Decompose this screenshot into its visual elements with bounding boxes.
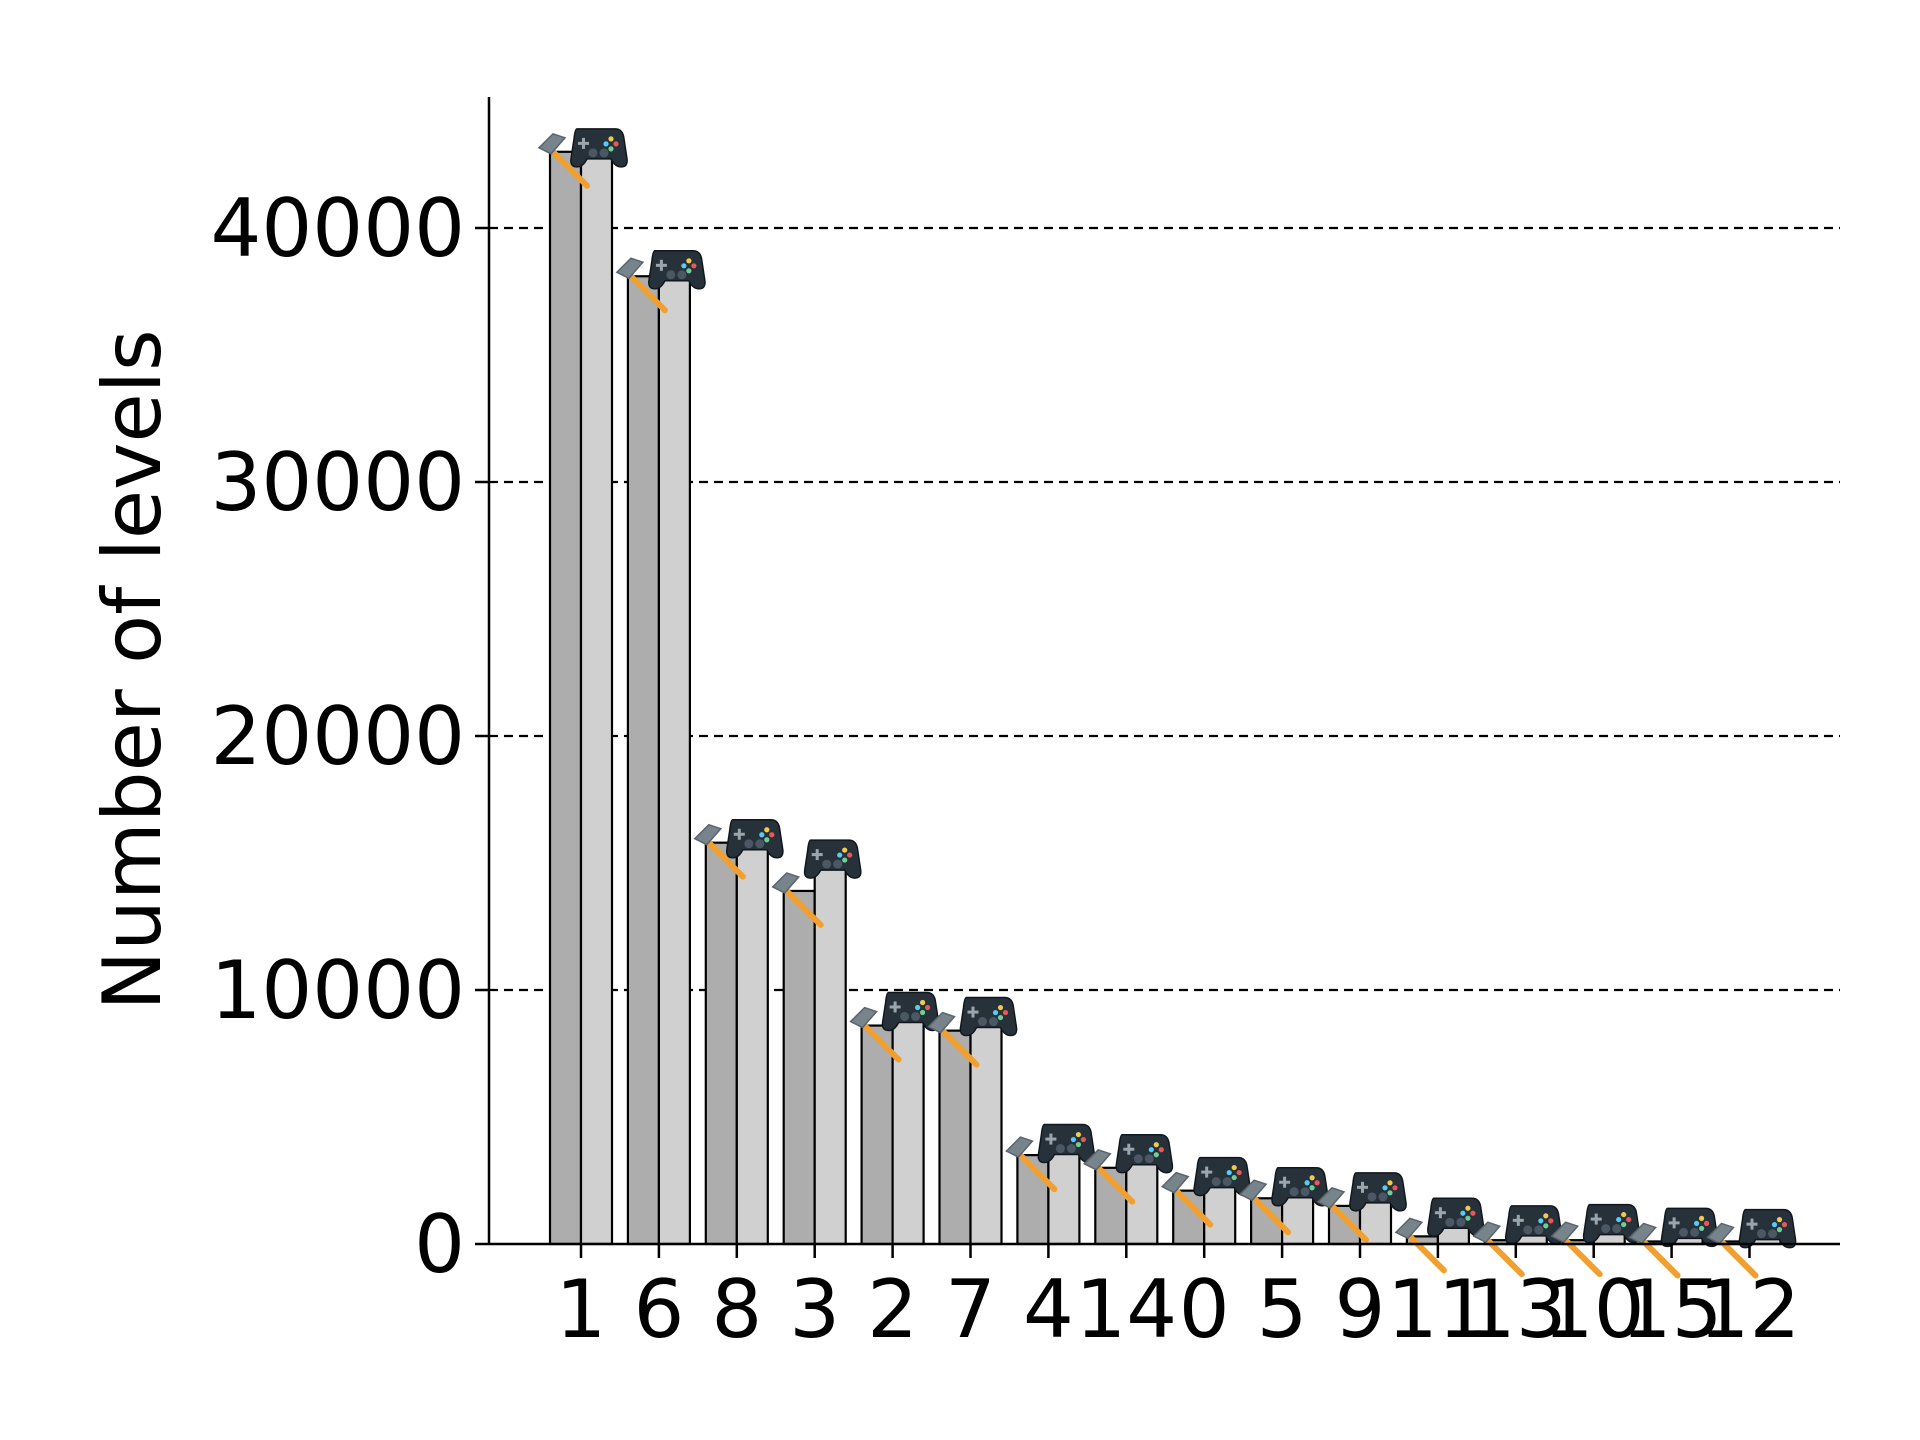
gamepad-icon [881,991,940,1032]
gamepad-icon [1349,1172,1407,1212]
bar-hammer [860,1024,894,1246]
x-tick-label: 9 [1335,1263,1386,1356]
x-tick-label: 2 [867,1263,918,1356]
bar-hammer [626,275,661,1246]
bar-gamepad [1203,1184,1237,1246]
bar-gamepad [1280,1194,1315,1246]
x-tick-label: 11 [1387,1263,1489,1356]
x-tick-label: 15 [1621,1263,1723,1356]
hammer-icon [1238,1179,1292,1236]
axes [487,97,1840,1246]
gamepad-icon [1582,1203,1641,1244]
gamepad-icon [1193,1156,1252,1197]
hammer-icon [927,1011,980,1068]
bar-gamepad [657,277,692,1246]
y-tick-label: 30000 [211,436,466,529]
gamepad-icon [648,250,706,290]
x-tick-label: 8 [711,1263,762,1356]
gamepad-icon [803,839,862,879]
hammer-icon [1316,1187,1369,1243]
hammer-icon [1160,1171,1214,1228]
bar-hammer [938,1029,972,1246]
bar-gamepad [579,155,614,1246]
hammer-icon [1005,1136,1058,1193]
hammer-icon [693,823,746,880]
y-tick-label: 40000 [211,182,466,275]
bar-gamepad [969,1024,1003,1246]
hammer-icon [615,257,668,314]
bar-markers [537,128,1797,1279]
bar-gamepad [813,866,847,1246]
bar-hammer [782,889,816,1246]
gamepad-icon [959,996,1018,1037]
x-tick-label: 10 [1543,1263,1645,1356]
x-tick-label: 1 [556,1263,607,1356]
x-tick-label: 7 [945,1263,996,1356]
bar-gamepad [1047,1151,1081,1246]
gamepad-icon [570,128,628,168]
hammer-icon [1394,1217,1447,1274]
hammer-icon [1550,1221,1603,1278]
x-tick-label: 6 [633,1263,684,1356]
y-tick-label: 10000 [211,944,466,1037]
hammer-icon [771,872,824,928]
x-tick-label: 12 [1699,1263,1801,1356]
gamepad-icon [1738,1208,1797,1249]
x-tick-label: 3 [789,1263,840,1356]
bar-hammer [548,150,583,1246]
hammer-icon [537,132,590,189]
grid-lines [489,226,1840,992]
hammer-icon [1472,1221,1525,1278]
gamepad-icon [1037,1123,1096,1164]
gamepad-icon [1660,1207,1719,1248]
x-tick-label: 5 [1257,1263,1308,1356]
hammer-icon [1083,1148,1136,1205]
x-tick-label: 14 [1075,1263,1177,1356]
bar-hammer [704,841,738,1246]
gamepad-icon [1271,1166,1329,1207]
gamepad-icon [1427,1197,1485,1237]
bars [548,150,1782,1246]
gamepad-icon [1504,1205,1563,1245]
y-tick-label: 20000 [211,690,466,783]
y-tick-label: 0 [414,1198,465,1291]
gamepad-icon [1115,1133,1174,1174]
gamepad-icon [725,819,784,859]
bar-gamepad [735,846,769,1246]
x-tick-label: 4 [1023,1263,1074,1356]
y-axis-label: Number of levels [86,329,179,1010]
x-tick-label: 0 [1179,1263,1230,1356]
x-tick-label: 13 [1465,1263,1567,1356]
hammer-icon [849,1006,902,1063]
